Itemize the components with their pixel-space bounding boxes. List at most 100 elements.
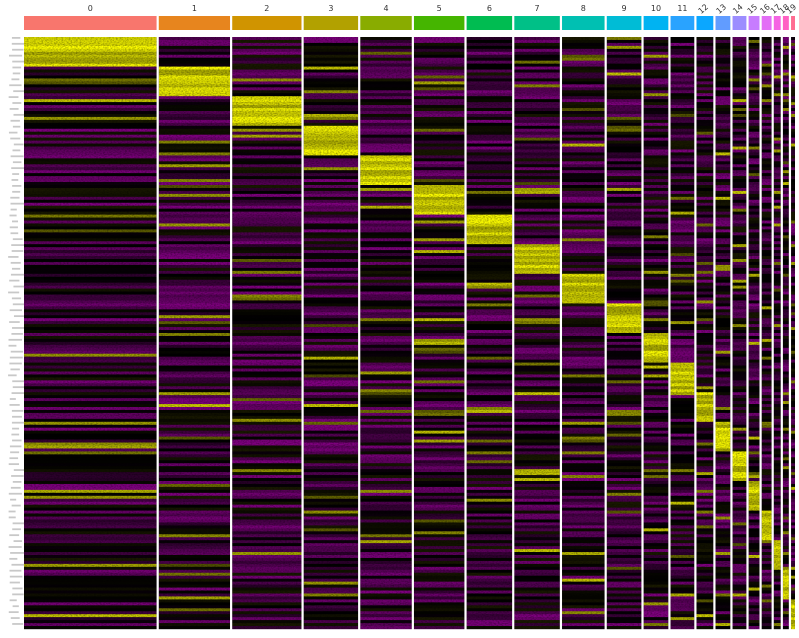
cluster-bar-11 xyxy=(670,16,695,30)
gene-label-mark xyxy=(12,102,22,104)
gene-label-mark xyxy=(8,338,23,341)
gene-label-mark xyxy=(10,155,24,158)
gene-label-mark xyxy=(12,173,20,175)
cluster-separator xyxy=(730,37,733,629)
gene-label-mark xyxy=(10,261,21,264)
gene-label-mark xyxy=(11,167,25,170)
cluster-bar-2 xyxy=(232,16,302,30)
gene-label-mark xyxy=(10,350,24,353)
gene-label-mark xyxy=(11,250,24,252)
gene-label-mark xyxy=(8,516,16,519)
cluster-separator xyxy=(301,37,304,629)
gene-label-mark xyxy=(12,327,25,329)
gene-label-mark xyxy=(11,267,21,270)
gene-label-mark xyxy=(9,534,20,537)
gene-label-mark xyxy=(9,445,22,448)
gene-label-mark xyxy=(8,291,20,294)
gene-label-mark xyxy=(8,344,17,347)
gene-label-mark xyxy=(11,37,21,39)
gene-label-mark xyxy=(12,380,25,383)
gene-label-mark xyxy=(12,48,24,51)
gene-label-mark xyxy=(11,297,22,300)
gene-label-mark xyxy=(12,415,22,418)
gene-label-mark xyxy=(12,522,25,525)
gene-label-mark xyxy=(12,190,21,193)
gene-label-mark xyxy=(12,439,22,442)
cluster-bar-12 xyxy=(696,16,714,30)
cluster-separator xyxy=(788,37,792,629)
gene-label-mark xyxy=(10,486,21,489)
cluster-separator xyxy=(411,37,414,629)
gene-label-mark xyxy=(12,481,22,483)
cluster-label-3: 3 xyxy=(328,4,333,13)
gene-labels xyxy=(8,37,27,625)
heatmap-cells xyxy=(24,37,795,630)
gene-label-mark xyxy=(10,208,17,211)
gene-label-mark xyxy=(9,557,18,560)
cluster-bar-4 xyxy=(360,16,412,30)
gene-label-mark xyxy=(12,605,19,608)
gene-label-mark xyxy=(12,220,19,223)
gene-label-mark xyxy=(12,623,24,625)
gene-label-mark xyxy=(12,161,22,164)
gene-label-mark xyxy=(9,575,23,578)
cluster-separator xyxy=(771,37,774,629)
cluster-bar-0 xyxy=(24,16,157,30)
gene-label-mark xyxy=(12,149,21,152)
cluster-label-7: 7 xyxy=(535,4,540,13)
gene-label-mark xyxy=(11,433,20,436)
cluster-label-8: 8 xyxy=(581,4,586,13)
cluster-label-0: 0 xyxy=(88,4,93,13)
gene-label-mark xyxy=(10,552,25,554)
gene-label-mark xyxy=(11,563,26,566)
cluster-bar-14 xyxy=(732,16,747,30)
cluster-color-bar xyxy=(24,16,795,30)
gene-label-mark xyxy=(13,143,24,146)
gene-label-mark xyxy=(12,185,22,187)
gene-label-mark xyxy=(9,398,16,400)
cluster-bar-3 xyxy=(303,16,359,30)
gene-label-mark xyxy=(9,226,18,229)
gene-label-mark xyxy=(11,504,21,507)
gene-label-mark xyxy=(11,409,24,412)
gene-label-mark xyxy=(9,404,20,406)
cluster-bar-13 xyxy=(715,16,731,30)
gene-label-mark xyxy=(11,392,25,394)
cluster-label-1: 1 xyxy=(192,4,197,13)
cluster-label-6: 6 xyxy=(487,4,492,13)
gene-label-mark xyxy=(10,202,25,205)
gene-label-mark xyxy=(12,386,27,389)
gene-label-mark xyxy=(11,421,26,424)
gene-label-mark xyxy=(8,492,22,495)
cluster-separator xyxy=(759,37,762,629)
cluster-label-5: 5 xyxy=(437,4,442,13)
gene-label-mark xyxy=(11,42,26,45)
gene-label-mark xyxy=(9,309,22,312)
gene-label-mark xyxy=(9,599,17,602)
cluster-label-10: 10 xyxy=(651,4,661,13)
cluster-label-9: 9 xyxy=(622,4,627,13)
gene-label-mark xyxy=(10,196,20,199)
gene-label-mark xyxy=(11,78,20,81)
gene-label-mark xyxy=(13,315,24,318)
gene-label-mark xyxy=(13,113,27,116)
gene-label-mark xyxy=(10,137,21,140)
gene-label-mark xyxy=(8,256,19,258)
cluster-bar-1 xyxy=(158,16,231,30)
gene-label-mark xyxy=(9,569,22,572)
cluster-separator xyxy=(464,37,467,629)
gene-label-mark xyxy=(8,374,17,377)
gene-label-mark xyxy=(11,475,24,477)
cluster-separator xyxy=(230,37,233,629)
gene-label-mark xyxy=(9,321,20,323)
gene-label-mark xyxy=(9,457,19,460)
gene-label-mark xyxy=(11,244,25,246)
cluster-label-14: 14 xyxy=(731,2,745,15)
cluster-label-12: 12 xyxy=(696,2,710,15)
gene-label-mark xyxy=(8,96,19,98)
cluster-bar-17 xyxy=(773,16,781,30)
cluster-separator xyxy=(746,37,749,629)
cluster-bar-5 xyxy=(413,16,465,30)
